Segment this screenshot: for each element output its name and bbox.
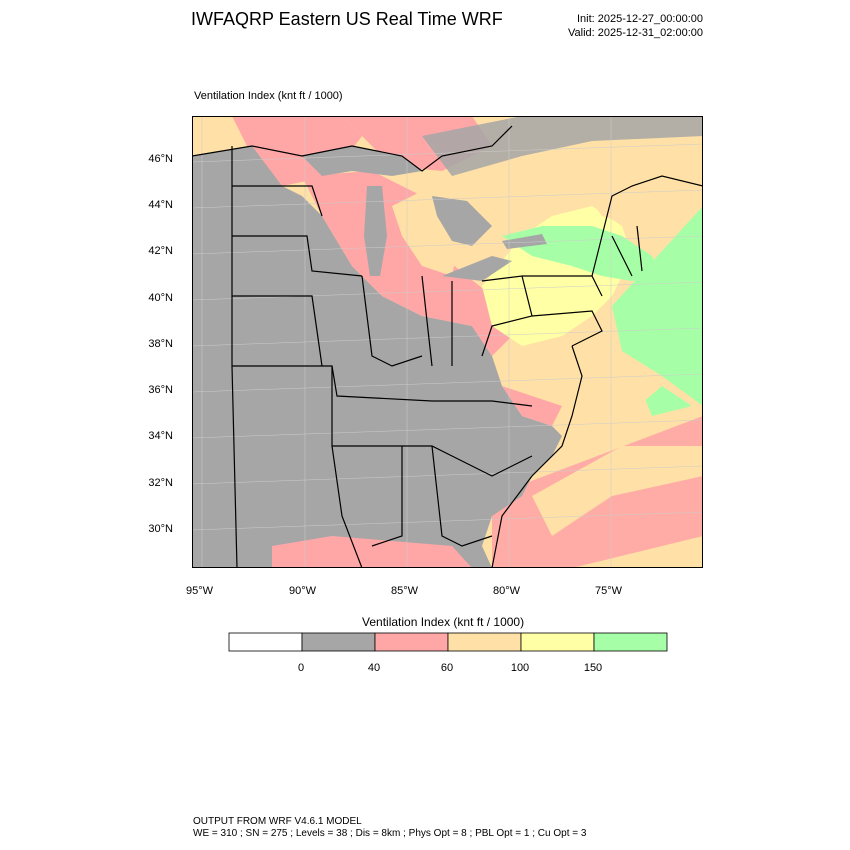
lon-label-80: 80°W bbox=[493, 585, 521, 597]
colorbar-tick-0: 0 bbox=[297, 662, 305, 674]
new-england-tan bbox=[572, 156, 703, 236]
colorbar-swatch bbox=[301, 632, 376, 652]
lat-label-32: 32°N bbox=[148, 477, 173, 489]
footer-params: WE = 310 ; SN = 275 ; Levels = 38 ; Dis … bbox=[193, 828, 587, 839]
lat-label-38: 38°N bbox=[148, 338, 173, 350]
colorbar-swatch bbox=[228, 632, 303, 652]
colorbar-swatch bbox=[374, 632, 449, 652]
colorbar-swatch bbox=[520, 632, 595, 652]
ocean-green-zone bbox=[612, 206, 703, 406]
canada-gray-strip bbox=[422, 116, 703, 176]
map-subtitle: Ventilation Index (knt ft / 1000) bbox=[194, 90, 343, 102]
lon-label-85: 85°W bbox=[391, 585, 419, 597]
map-border bbox=[192, 116, 703, 568]
lat-label-36: 36°N bbox=[148, 384, 173, 396]
gulf-pink bbox=[272, 536, 472, 568]
colorbar-tick-100: 100 bbox=[510, 662, 530, 674]
init-time: Init: 2025-12-27_00:00:00 bbox=[577, 13, 703, 25]
lake-huron bbox=[432, 196, 492, 246]
colorbar-title: Ventilation Index (knt ft / 1000) bbox=[362, 615, 525, 629]
colorbar-tick-150: 150 bbox=[583, 662, 603, 674]
lat-label-40: 40°N bbox=[148, 292, 173, 304]
state-boundaries bbox=[192, 125, 703, 568]
lake-erie bbox=[442, 256, 512, 281]
colorbar-tick-60: 60 bbox=[440, 662, 454, 674]
land-gray bbox=[192, 146, 562, 568]
lake-ontario bbox=[502, 234, 547, 249]
lat-label-30: 30°N bbox=[148, 523, 173, 535]
colorbar-swatch bbox=[447, 632, 522, 652]
colorbar-swatch bbox=[593, 632, 668, 652]
lake-superior bbox=[302, 146, 422, 176]
lon-label-90: 90°W bbox=[289, 585, 317, 597]
lat-label-42: 42°N bbox=[148, 245, 173, 257]
colorbar-tick-40: 40 bbox=[367, 662, 381, 674]
map-panel bbox=[192, 116, 703, 568]
lat-label-44: 44°N bbox=[148, 199, 173, 211]
colorbar bbox=[228, 632, 668, 652]
valid-time: Valid: 2025-12-31_02:00:00 bbox=[568, 27, 703, 39]
lon-label-75: 75°W bbox=[595, 585, 623, 597]
page-title: IWFAQRP Eastern US Real Time WRF bbox=[191, 9, 503, 29]
footer-model: OUTPUT FROM WRF V4.6.1 MODEL bbox=[193, 816, 362, 827]
lon-label-95: 95°W bbox=[186, 585, 214, 597]
lat-label-34: 34°N bbox=[148, 430, 173, 442]
ocean-tan-band bbox=[532, 446, 703, 536]
graticule bbox=[192, 116, 703, 568]
lat-label-46: 46°N bbox=[148, 153, 173, 165]
lake-michigan bbox=[364, 186, 387, 276]
